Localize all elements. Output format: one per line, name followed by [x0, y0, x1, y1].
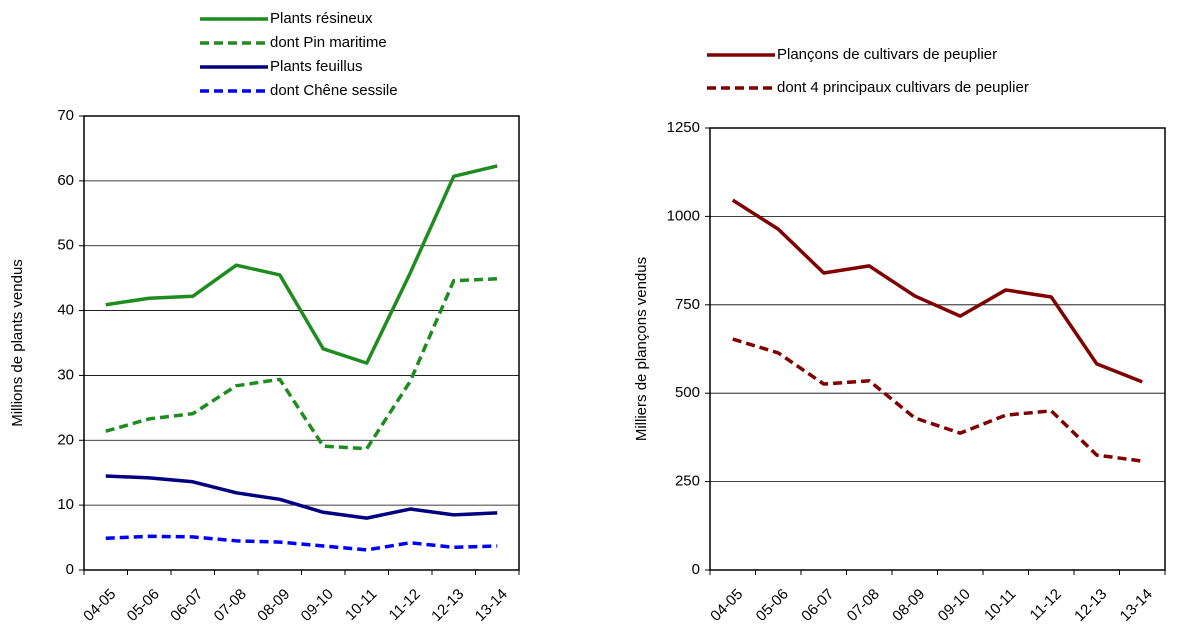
legend-label: Plants résineux: [270, 10, 373, 27]
y-tick-label: 750: [675, 296, 700, 313]
x-tick-label: 13-14: [472, 586, 511, 625]
x-tick-label: 05-06: [124, 586, 163, 625]
y-tick-label: 250: [675, 473, 700, 490]
y-tick-label: 40: [57, 302, 74, 319]
x-tick-label: 04-05: [80, 586, 119, 625]
x-tick-label: 05-06: [753, 586, 792, 625]
x-tick-label: 11-12: [386, 586, 424, 624]
legend-label: Plançons de cultivars de peuplier: [777, 46, 997, 63]
x-tick-label: 07-08: [211, 586, 250, 625]
x-tick-label: 06-07: [167, 586, 206, 625]
series-line: [731, 198, 1143, 384]
y-tick-label: 0: [692, 561, 700, 578]
y-tick-label: 1250: [667, 119, 700, 136]
series-line: [732, 337, 1143, 463]
series-line: [105, 277, 498, 451]
y-tick-label: 500: [675, 384, 700, 401]
plot-frame: [709, 127, 1166, 571]
x-tick-label: 11-12: [1027, 586, 1065, 624]
x-tick-label: 06-07: [798, 586, 837, 625]
x-tick-label: 09-10: [298, 586, 337, 625]
y-tick-label: 50: [57, 237, 74, 254]
legend-label: dont 4 principaux cultivars de peuplier: [777, 79, 1029, 96]
x-tick-label: 04-05: [707, 586, 746, 625]
x-tick-label: 08-09: [889, 586, 928, 625]
y-axis-label: Milliers de plançons vendus: [633, 257, 650, 441]
y-tick-label: 70: [57, 107, 74, 124]
y-axis-label: Millions de plants vendus: [9, 259, 26, 427]
x-tick-label: 12-13: [428, 586, 467, 625]
x-tick-label: 12-13: [1071, 586, 1110, 625]
series-line: [105, 474, 498, 520]
x-tick-label: 08-09: [254, 586, 293, 625]
y-tick-label: 60: [57, 172, 74, 189]
legend-label: dont Chêne sessile: [270, 82, 398, 99]
y-tick-label: 0: [66, 561, 74, 578]
legend-label: dont Pin maritime: [270, 34, 387, 51]
x-tick-label: 10-11: [342, 586, 380, 624]
x-tick-label: 07-08: [844, 586, 883, 625]
series-line: [105, 164, 498, 365]
x-tick-label: 09-10: [935, 586, 974, 625]
x-tick-label: 10-11: [981, 586, 1019, 624]
x-tick-label: 13-14: [1117, 586, 1156, 625]
legend-label: Plants feuillus: [270, 58, 363, 75]
y-tick-label: 30: [57, 366, 74, 383]
y-tick-label: 1000: [667, 207, 700, 224]
y-tick-label: 10: [57, 496, 74, 513]
series-line: [105, 534, 498, 552]
plot-frame: [83, 115, 520, 571]
y-tick-label: 20: [57, 431, 74, 448]
